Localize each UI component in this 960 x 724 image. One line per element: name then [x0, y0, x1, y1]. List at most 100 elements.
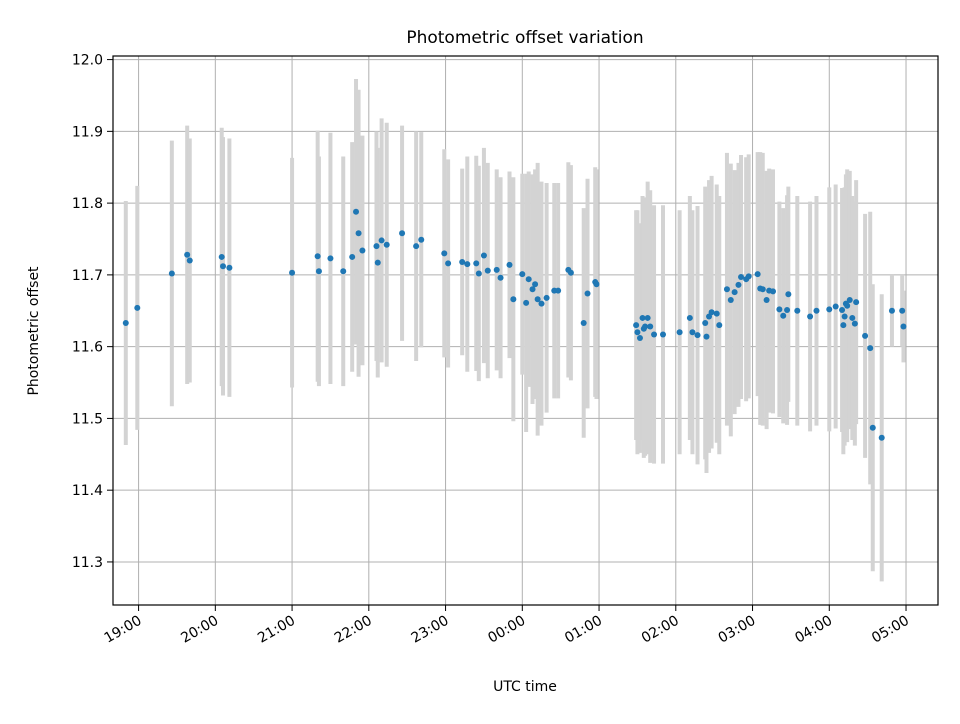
data-point: [633, 322, 640, 329]
data-point: [567, 269, 574, 276]
y-tick-label: 11.5: [72, 411, 103, 427]
data-point: [220, 263, 226, 270]
data-point: [464, 261, 471, 268]
data-point: [731, 289, 738, 296]
data-point: [186, 257, 193, 264]
data-point: [355, 230, 362, 237]
data-point: [644, 314, 651, 321]
data-point: [770, 288, 776, 295]
data-point: [763, 297, 770, 303]
data-point: [529, 286, 536, 293]
data-point: [327, 255, 334, 262]
data-point: [534, 296, 541, 303]
data-point: [660, 331, 666, 338]
data-point: [900, 323, 907, 330]
data-point: [353, 208, 360, 215]
data-point: [716, 322, 723, 329]
data-point: [532, 281, 539, 288]
data-points: [122, 208, 907, 441]
chart-title: Photometric offset variation: [406, 28, 643, 48]
data-point: [759, 286, 766, 293]
data-point: [413, 243, 420, 250]
data-point: [888, 307, 895, 314]
data-point: [538, 300, 545, 307]
data-point: [497, 274, 504, 281]
data-point: [878, 434, 885, 441]
data-point: [846, 297, 853, 303]
data-point: [689, 329, 696, 336]
y-tick-label: 11.3: [72, 555, 103, 571]
data-point: [349, 253, 356, 260]
data-point: [506, 261, 513, 268]
data-point: [899, 307, 906, 314]
data-point: [493, 266, 500, 273]
data-point: [374, 259, 381, 266]
data-point: [510, 296, 517, 303]
data-point: [813, 307, 820, 314]
data-point: [867, 345, 874, 352]
data-point: [735, 281, 742, 288]
data-point: [314, 253, 321, 260]
data-point: [399, 230, 406, 237]
data-point: [441, 250, 448, 257]
data-point: [841, 313, 848, 320]
y-axis-label: Photometric offset: [26, 266, 42, 396]
data-point: [676, 329, 683, 336]
data-point: [315, 268, 322, 275]
data-point: [580, 319, 587, 326]
x-axis-label: UTC time: [493, 679, 557, 695]
data-point: [853, 299, 860, 306]
data-point: [826, 306, 833, 313]
data-point: [475, 270, 482, 277]
data-point: [785, 291, 792, 298]
data-point: [555, 287, 562, 294]
data-point: [636, 335, 643, 342]
data-point: [745, 273, 752, 280]
data-point: [523, 299, 530, 306]
data-point: [289, 269, 296, 276]
y-tick-label: 11.4: [72, 483, 103, 499]
data-point: [647, 323, 654, 330]
data-point: [738, 274, 745, 281]
data-point: [702, 319, 709, 326]
data-point: [784, 307, 791, 314]
data-point: [519, 271, 526, 278]
data-point: [776, 306, 783, 313]
data-point: [383, 241, 390, 248]
data-point: [122, 319, 129, 326]
data-point: [418, 236, 425, 243]
plot-frame: [112, 55, 939, 606]
data-point: [473, 260, 480, 267]
data-point: [723, 286, 730, 293]
data-point: [459, 258, 466, 265]
data-point: [686, 314, 693, 321]
data-point: [840, 322, 847, 329]
data-point: [543, 294, 550, 301]
data-point: [807, 313, 814, 320]
data-point: [184, 251, 191, 258]
data-point: [484, 267, 491, 274]
data-point: [378, 237, 385, 244]
data-point: [226, 264, 233, 271]
data-point: [851, 320, 858, 327]
data-point: [727, 297, 734, 303]
data-point: [844, 302, 851, 309]
data-point: [584, 290, 591, 297]
data-point: [869, 424, 876, 431]
data-point: [639, 314, 646, 321]
data-point: [634, 329, 641, 336]
data-point: [593, 281, 600, 288]
y-tick-label: 11.9: [72, 124, 103, 140]
data-point: [642, 323, 649, 330]
data-point: [340, 268, 347, 275]
data-point: [651, 331, 658, 338]
data-point: [839, 307, 846, 314]
y-tick-label: 11.8: [72, 196, 103, 212]
y-tick-label: 12.0: [72, 53, 103, 69]
data-point: [780, 312, 787, 319]
data-point: [862, 332, 869, 339]
data-point: [703, 333, 710, 340]
data-point: [373, 243, 380, 250]
